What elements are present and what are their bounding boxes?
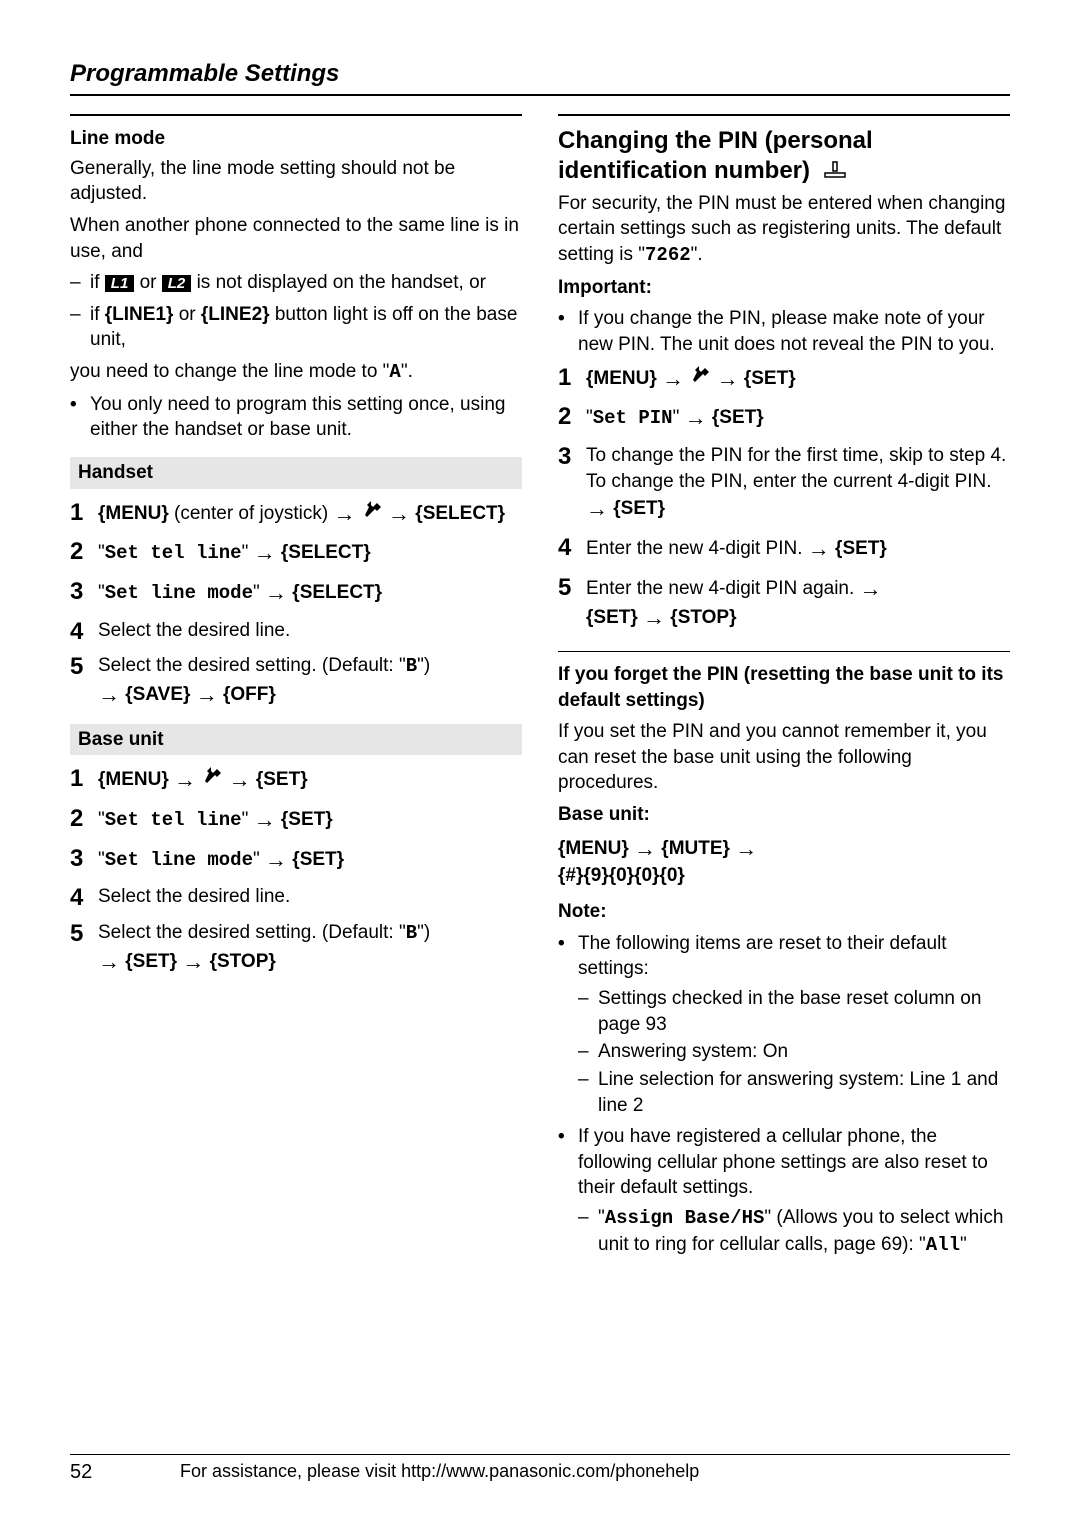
reset-sequence: {MENU} → {MUTE} → {#}{9}{0}{0}{0} (558, 834, 1010, 889)
note-2: If you have registered a cellular phone,… (558, 1124, 1010, 1258)
baseunit-step-5: Select the desired setting. (Default: "B… (70, 920, 522, 976)
baseunit-steps: {MENU} → → {SET} "Set tel line" → {SET} … (70, 765, 522, 976)
base-unit-label: Base unit: (558, 802, 1010, 828)
left-column: Line mode Generally, the line mode setti… (70, 114, 522, 1264)
handset-step-1: {MENU} (center of joystick) → → {SELECT} (70, 499, 522, 529)
page-number: 52 (70, 1461, 180, 1484)
pin-step-5: Enter the new 4-digit PIN again. → {SET}… (558, 574, 1010, 633)
note-2-sub-1: "Assign Base/HS" (Allows you to select w… (578, 1205, 1010, 1258)
baseunit-step-1: {MENU} → → {SET} (70, 765, 522, 795)
footer-text: For assistance, please visit http://www.… (180, 1461, 699, 1484)
rule-thin (558, 651, 1010, 652)
handset-label: Handset (70, 457, 522, 489)
important-label: Important: (558, 275, 1010, 301)
pin-step-1: {MENU} → → {SET} (558, 364, 1010, 394)
pin-heading: Changing the PIN (personal identificatio… (558, 126, 1010, 187)
note-1-sublist: Settings checked in the base reset colum… (578, 986, 1010, 1118)
baseunit-step-3: "Set line mode" → {SET} (70, 845, 522, 875)
line-mode-conditions: if L1 or L2 is not displayed on the hand… (70, 270, 522, 353)
note-label: Note: (558, 899, 1010, 925)
base-unit-icon (821, 157, 849, 187)
important-item-1: If you change the PIN, please make note … (558, 306, 1010, 357)
note-2-sublist: "Assign Base/HS" (Allows you to select w… (578, 1205, 1010, 1258)
page-title: Programmable Settings (70, 60, 1010, 96)
note-1-sub-2: Answering system: On (578, 1039, 1010, 1065)
notes-list: The following items are reset to their d… (558, 931, 1010, 1259)
line-mode-notes: You only need to program this setting on… (70, 392, 522, 443)
handset-step-4: Select the desired line. (70, 618, 522, 644)
handset-steps: {MENU} (center of joystick) → → {SELECT}… (70, 499, 522, 710)
pin-step-2: "Set PIN" → {SET} (558, 403, 1010, 433)
line-mode-title: Line mode (70, 126, 522, 152)
handset-step-2: "Set tel line" → {SELECT} (70, 538, 522, 568)
note-1: The following items are reset to their d… (558, 931, 1010, 1118)
line-mode-para1: Generally, the line mode setting should … (70, 156, 522, 207)
pin-steps: {MENU} → → {SET} "Set PIN" → {SET} To ch… (558, 364, 1010, 633)
pin-step-4: Enter the new 4-digit PIN. → {SET} (558, 534, 1010, 564)
footer: 52 For assistance, please visit http://w… (70, 1454, 1010, 1484)
condition-1: if L1 or L2 is not displayed on the hand… (70, 270, 522, 296)
baseunit-label: Base unit (70, 724, 522, 756)
badge-l2: L2 (162, 275, 192, 292)
line-mode-note-1: You only need to program this setting on… (70, 392, 522, 443)
right-column: Changing the PIN (personal identificatio… (558, 114, 1010, 1264)
pin-intro: For security, the PIN must be entered wh… (558, 191, 1010, 269)
pin-step-3: To change the PIN for the first time, sk… (558, 443, 1010, 524)
important-list: If you change the PIN, please make note … (558, 306, 1010, 357)
handset-step-3: "Set line mode" → {SELECT} (70, 578, 522, 608)
handset-step-5: Select the desired setting. (Default: "B… (70, 653, 522, 709)
content-columns: Line mode Generally, the line mode setti… (70, 114, 1010, 1264)
rule (558, 114, 1010, 116)
line-mode-para2: When another phone connected to the same… (70, 213, 522, 264)
badge-l1: L1 (105, 275, 135, 292)
forget-title: If you forget the PIN (resetting the bas… (558, 662, 1010, 713)
note-1-sub-1: Settings checked in the base reset colum… (578, 986, 1010, 1037)
condition-2: if {LINE1} or {LINE2} button light is of… (70, 302, 522, 353)
baseunit-step-2: "Set tel line" → {SET} (70, 805, 522, 835)
line-mode-para3: you need to change the line mode to "A". (70, 359, 522, 386)
wrench-icon (689, 364, 711, 394)
wrench-icon (361, 499, 383, 529)
forget-para: If you set the PIN and you cannot rememb… (558, 719, 1010, 796)
rule (70, 114, 522, 116)
baseunit-step-4: Select the desired line. (70, 884, 522, 910)
note-1-sub-3: Line selection for answering system: Lin… (578, 1067, 1010, 1118)
wrench-icon (201, 765, 223, 795)
